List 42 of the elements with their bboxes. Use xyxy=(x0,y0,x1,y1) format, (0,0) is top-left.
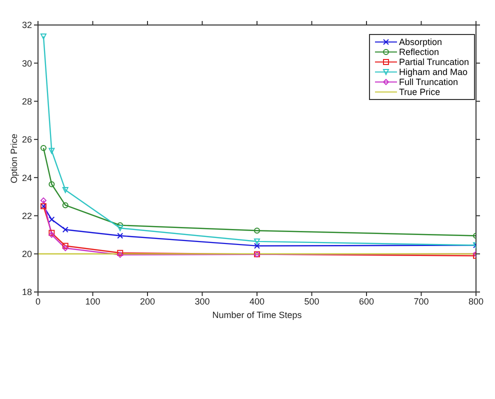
legend-label: Absorption xyxy=(398,37,442,47)
legend-label: Reflection xyxy=(398,47,439,57)
point xyxy=(62,242,68,249)
point xyxy=(48,216,55,223)
x-tick-label: 300 xyxy=(194,296,210,306)
point xyxy=(62,202,68,208)
legend-label: Full Truncation xyxy=(398,77,458,87)
y-tick-label: 22 xyxy=(22,210,32,221)
legend-label: Higham and Mao xyxy=(398,67,468,77)
point xyxy=(117,222,124,228)
y-tick-label: 18 xyxy=(22,287,32,298)
point xyxy=(62,245,68,252)
x-tick-label: 800 xyxy=(468,296,484,306)
y-tick-label: 20 xyxy=(22,249,32,260)
x-tick-label: 0 xyxy=(35,296,41,306)
point xyxy=(254,242,260,249)
y-tick-label: 32 xyxy=(22,20,32,30)
point xyxy=(117,250,124,256)
y-tick-label: 26 xyxy=(22,134,32,145)
y-axis-title: Option Price xyxy=(9,134,20,184)
x-tick-label: 100 xyxy=(85,296,100,306)
point xyxy=(40,33,46,40)
legend-label: Partial Truncation xyxy=(398,57,469,67)
point xyxy=(48,148,55,154)
point xyxy=(254,228,260,234)
y-tick-label: 28 xyxy=(22,96,32,106)
y-tick-label: 24 xyxy=(22,172,32,183)
x-tick-label: 400 xyxy=(249,296,265,306)
point xyxy=(117,232,124,239)
point xyxy=(254,238,260,244)
point xyxy=(48,181,55,188)
y-tick-label: 30 xyxy=(22,58,32,68)
point xyxy=(117,225,124,232)
x-tick-label: 500 xyxy=(304,296,320,306)
point xyxy=(40,197,46,204)
x-tick-label: 600 xyxy=(358,296,374,306)
legend-label: True Price xyxy=(398,87,440,97)
x-tick-label: 700 xyxy=(414,296,429,306)
point xyxy=(40,145,46,152)
x-tick-label: 200 xyxy=(140,296,156,306)
point xyxy=(62,226,68,233)
x-axis-title: Number of Time Steps xyxy=(212,310,302,320)
